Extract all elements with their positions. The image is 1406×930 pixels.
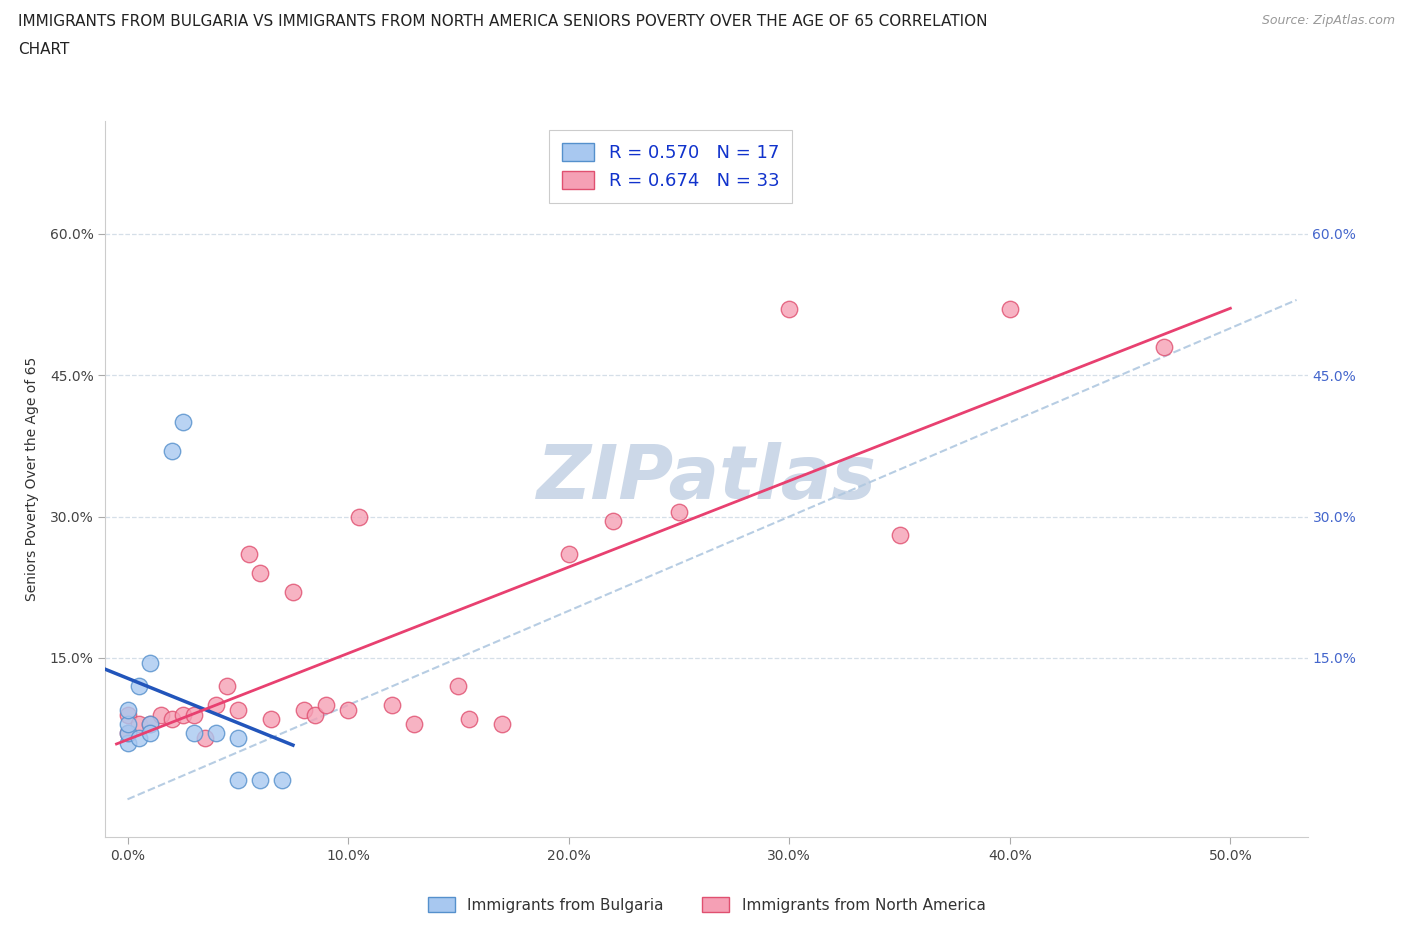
Point: [1153, 339, 1175, 354]
Text: CHART: CHART: [18, 42, 70, 57]
Point: [117, 716, 139, 731]
Point: [778, 302, 800, 317]
Point: [281, 585, 304, 600]
Point: [889, 528, 911, 543]
Point: [160, 711, 183, 726]
Point: [194, 731, 217, 746]
Point: [149, 707, 172, 722]
Point: [117, 702, 139, 717]
Point: [204, 698, 226, 712]
Point: [602, 514, 624, 529]
Point: [491, 716, 513, 731]
Point: [138, 716, 160, 731]
Point: [458, 711, 481, 726]
Y-axis label: Seniors Poverty Over the Age of 65: Seniors Poverty Over the Age of 65: [25, 357, 38, 601]
Point: [381, 698, 404, 712]
Point: [668, 504, 690, 519]
Point: [249, 773, 271, 788]
Point: [226, 731, 249, 746]
Point: [160, 444, 183, 458]
Point: [557, 547, 579, 562]
Point: [183, 707, 205, 722]
Point: [117, 736, 139, 751]
Point: [138, 656, 160, 671]
Point: [238, 547, 260, 562]
Point: [117, 726, 139, 741]
Point: [117, 726, 139, 741]
Point: [315, 698, 337, 712]
Point: [128, 716, 150, 731]
Point: [260, 711, 283, 726]
Point: [249, 565, 271, 580]
Point: [172, 415, 194, 430]
Point: [117, 707, 139, 722]
Legend: Immigrants from Bulgaria, Immigrants from North America: Immigrants from Bulgaria, Immigrants fro…: [422, 891, 991, 919]
Point: [998, 302, 1021, 317]
Point: [128, 731, 150, 746]
Point: [204, 726, 226, 741]
Point: [183, 726, 205, 741]
Point: [172, 707, 194, 722]
Point: [128, 679, 150, 694]
Point: [138, 726, 160, 741]
Point: [337, 702, 360, 717]
Point: [226, 773, 249, 788]
Point: [271, 773, 294, 788]
Point: [138, 716, 160, 731]
Text: Source: ZipAtlas.com: Source: ZipAtlas.com: [1261, 14, 1395, 27]
Point: [304, 707, 326, 722]
Point: [226, 702, 249, 717]
Point: [404, 716, 426, 731]
Point: [215, 679, 238, 694]
Text: ZIPatlas: ZIPatlas: [537, 443, 876, 515]
Point: [292, 702, 315, 717]
Text: IMMIGRANTS FROM BULGARIA VS IMMIGRANTS FROM NORTH AMERICA SENIORS POVERTY OVER T: IMMIGRANTS FROM BULGARIA VS IMMIGRANTS F…: [18, 14, 988, 29]
Point: [347, 510, 370, 525]
Point: [447, 679, 470, 694]
